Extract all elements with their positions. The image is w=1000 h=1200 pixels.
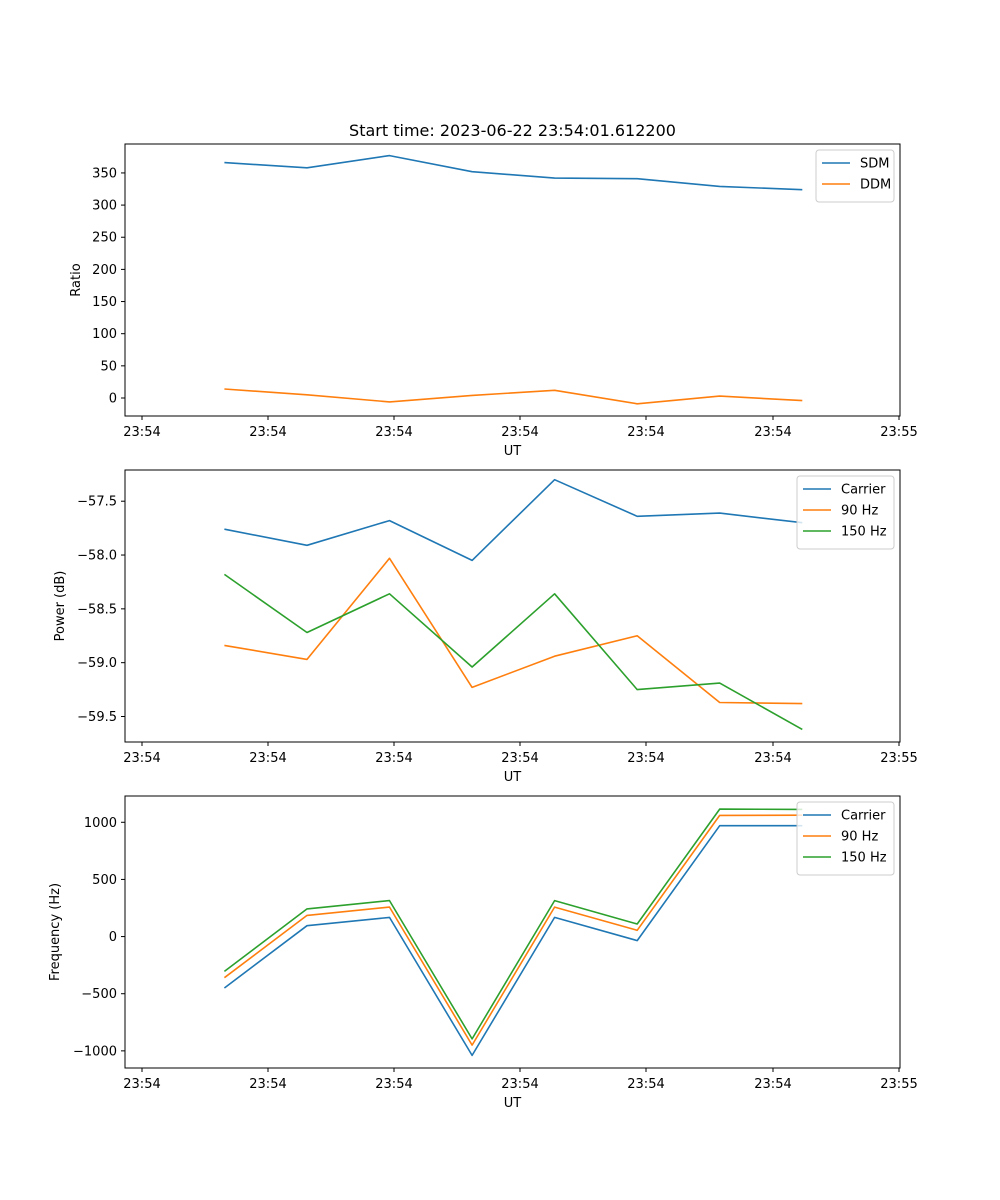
x-tick-label: 23:54 — [123, 425, 160, 440]
y-tick-label: 50 — [100, 359, 117, 374]
legend-label: 90 Hz — [841, 830, 878, 845]
chart-panel-2: 23:54 23:54 23:54 23:54 23:54 23:54 23:55 UT −57… — [53, 469, 918, 785]
y-tick-label: −500 — [81, 987, 117, 1002]
x-tick-label: 23:54 — [754, 425, 791, 440]
x-tick-label: 23:54 — [249, 1077, 286, 1092]
series-line-carrier — [223, 824, 803, 1057]
x-tick-label: 23:54 — [754, 751, 791, 766]
y-tick-label: −59.5 — [77, 710, 117, 725]
y-tick-label: −59.0 — [77, 656, 117, 671]
x-tick-label: 23:55 — [880, 1077, 917, 1092]
y-tick-label: 500 — [92, 873, 117, 888]
legend-label: 90 Hz — [841, 504, 878, 519]
chart-panel-1: Start time: 2023-06-22 23:54:01.612200 23… — [69, 121, 918, 459]
x-tick-label: 23:54 — [249, 425, 286, 440]
series-line-90-hz — [224, 557, 803, 705]
x-tick-label: 23:54 — [627, 425, 664, 440]
x-tick-label: 23:54 — [501, 425, 538, 440]
y-axis-label: Ratio — [69, 263, 84, 296]
x-tick-label: 23:54 — [375, 1077, 412, 1092]
x-tick-label: 23:54 — [501, 751, 538, 766]
legend: SDM DDM — [815, 149, 895, 203]
x-tick-label: 23:54 — [754, 1077, 791, 1092]
series-line-sdm — [224, 154, 803, 191]
y-tick-label: −1000 — [73, 1044, 117, 1059]
y-axis-label: Frequency (Hz) — [48, 883, 63, 981]
plot-frame — [124, 469, 901, 743]
x-tick-label: 23:54 — [501, 1077, 538, 1092]
x-tick-label: 23:55 — [880, 425, 917, 440]
x-tick-label: 23:54 — [375, 425, 412, 440]
x-tick-label: 23:55 — [880, 751, 917, 766]
x-axis-label: UT — [504, 444, 522, 459]
x-tick-label: 23:54 — [375, 751, 412, 766]
x-tick-label: 23:54 — [249, 751, 286, 766]
y-tick-label: 200 — [92, 263, 117, 278]
y-tick-label: −57.5 — [77, 495, 117, 510]
y-tick-label: 300 — [92, 199, 117, 214]
series-line-ddm — [224, 388, 803, 405]
series-line-carrier — [224, 478, 803, 562]
y-tick-label: 0 — [109, 391, 117, 406]
chart-panel-3: 23:54 23:54 23:54 23:54 23:54 23:54 23:55 UT 100… — [48, 795, 918, 1111]
y-axis-label: Power (dB) — [53, 571, 68, 642]
chart-title: Start time: 2023-06-22 23:54:01.612200 — [349, 121, 676, 140]
plot-frame — [124, 795, 901, 1069]
y-tick-label: 150 — [92, 295, 117, 310]
y-tick-label: −58.0 — [77, 549, 117, 564]
x-tick-label: 23:54 — [123, 751, 160, 766]
legend-label: SDM — [860, 157, 889, 172]
y-tick-label: 250 — [92, 231, 117, 246]
plot-frame — [124, 143, 901, 417]
legend-label: DDM — [860, 178, 891, 193]
series-line-90-hz — [223, 814, 803, 1046]
y-tick-label: 350 — [92, 166, 117, 181]
y-tick-label: 100 — [92, 327, 117, 342]
x-axis-label: UT — [504, 1096, 522, 1111]
x-tick-label: 23:54 — [123, 1077, 160, 1092]
series-line-150-hz — [223, 573, 803, 731]
legend: Carrier 90 Hz 150 Hz — [796, 475, 895, 550]
legend-label: 150 Hz — [841, 525, 887, 540]
x-tick-label: 23:54 — [627, 1077, 664, 1092]
series-line-150-hz — [223, 808, 803, 1040]
legend: Carrier 90 Hz 150 Hz — [796, 801, 895, 876]
x-tick-label: 23:54 — [627, 751, 664, 766]
legend-label: 150 Hz — [841, 851, 887, 866]
y-tick-label: 0 — [109, 930, 117, 945]
y-tick-label: −58.5 — [77, 602, 117, 617]
legend-label: Carrier — [841, 809, 886, 824]
y-tick-label: 1000 — [84, 816, 117, 831]
x-axis-label: UT — [504, 770, 522, 785]
legend-label: Carrier — [841, 483, 886, 498]
